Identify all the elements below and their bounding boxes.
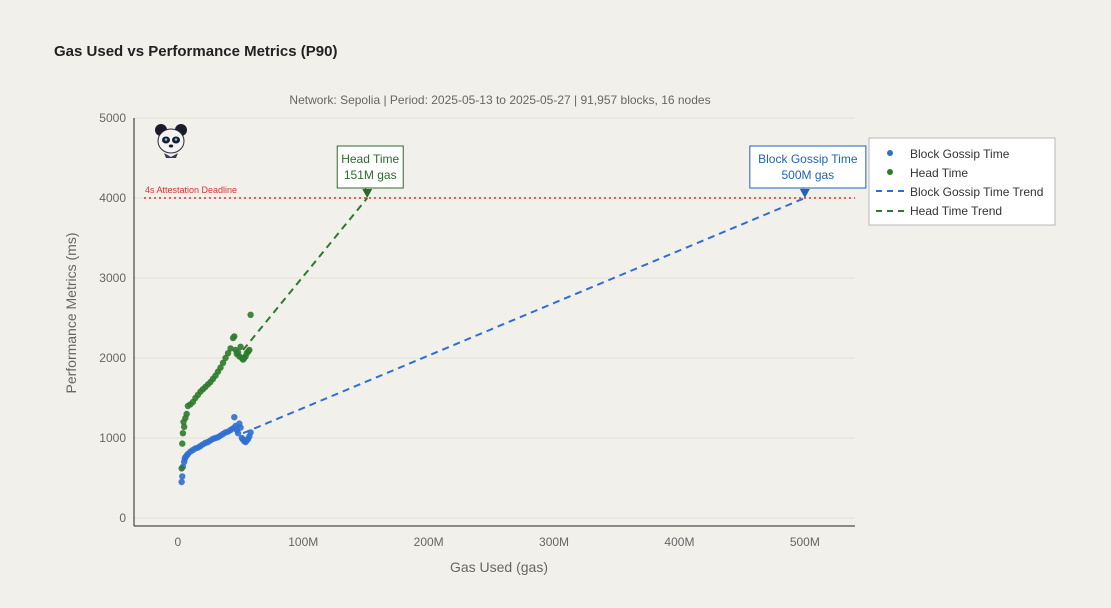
annotation-box [336,145,404,189]
legend-label-block-gossip: Block Gossip Time [910,147,1010,161]
data-point [231,333,238,340]
y-tick-label: 2000 [99,351,126,365]
data-point [237,343,244,350]
data-point [179,440,186,447]
y-tick-label: 5000 [99,111,126,125]
data-point [237,424,244,431]
data-point [246,346,253,354]
data-point [231,414,238,421]
x-tick-label: 100M [288,535,318,549]
annotation-value: 151M gas [344,168,397,182]
annotation-value: 500M gas [781,168,834,182]
legend-box [868,137,1056,226]
data-points [178,311,254,486]
data-point [227,345,234,352]
x-tick-label: 300M [539,535,569,549]
deadline-label: 4s Attestation Deadline [145,185,237,195]
y-tick-label: 4000 [99,191,126,205]
data-point [219,359,227,366]
trend-lines [242,197,806,435]
data-point [234,430,242,437]
x-axis-title: Gas Used (gas) [450,559,548,575]
data-point [224,350,232,357]
axes: 0 1000 2000 3000 4000 5000 0 100M 200M 300M 400M 50… [99,111,855,549]
chart-title: Gas Used vs Performance Metrics (P90) [54,43,338,60]
x-tick-label: 400M [664,535,694,549]
data-point [247,311,254,318]
annotations: Head Time 151M gas Block Gossip Time 500M g… [336,145,867,198]
data-point [247,429,254,436]
legend-label-block-gossip-trend: Block Gossip Time Trend [910,185,1043,199]
data-point [178,478,185,486]
annotation-title: Block Gossip Time [758,152,858,166]
chart-subtitle: Network: Sepolia | Period: 2025-05-13 to… [289,93,710,107]
annotation-arrowhead [362,189,373,198]
legend-marker-block-gossip [887,150,893,156]
legend-marker-head-time [887,169,893,175]
trend-line [242,197,806,435]
data-point [183,410,190,418]
legend-label-head-time-trend: Head Time Trend [910,204,1002,218]
data-point [217,364,224,371]
y-tick-label: 3000 [99,271,126,285]
trend-line [242,197,369,351]
panda-icon [155,124,187,158]
legend-label-head-time: Head Time [910,166,968,180]
x-tick-label: 500M [790,535,820,549]
y-tick-label: 1000 [99,431,126,445]
annotation-arrowhead [799,189,810,198]
data-point [179,430,187,437]
legend: Block Gossip Time Head Time Block Gossip… [868,137,1056,226]
deadline-group: 4s Attestation Deadline [144,185,855,199]
annotation-box [749,145,867,189]
grid-lines [134,117,855,519]
annotation-title: Head Time [341,152,399,166]
x-tick-label: 200M [414,535,444,549]
data-point [222,354,229,362]
data-point [179,473,186,480]
data-point [180,423,188,430]
data-point [178,465,185,472]
y-tick-label: 0 [119,511,126,525]
x-tick-label: 0 [175,535,182,549]
y-axis-title: Performance Metrics (ms) [63,232,79,393]
